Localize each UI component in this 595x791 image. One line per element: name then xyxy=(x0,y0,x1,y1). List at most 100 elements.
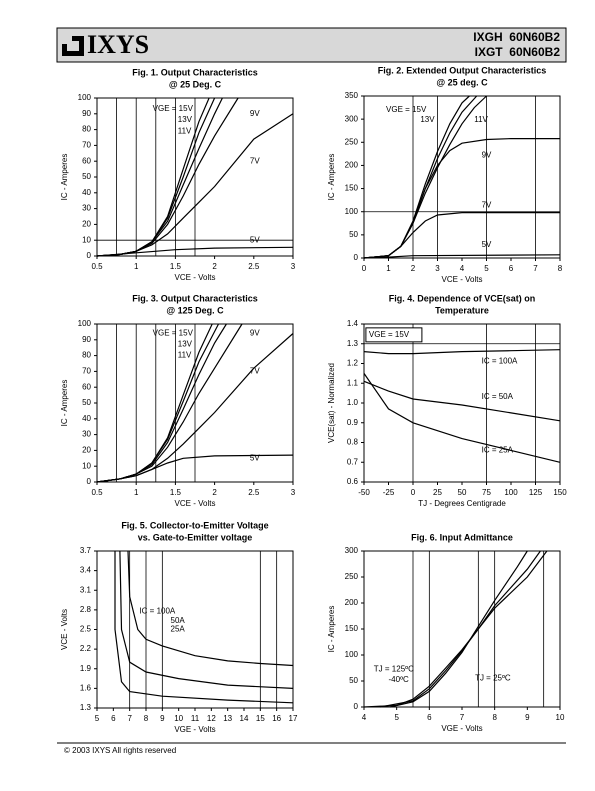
series-label: 13V xyxy=(420,115,435,124)
x-tick-label: 11 xyxy=(191,714,200,723)
x-tick-label: 1 xyxy=(134,488,139,497)
x-tick-label: 3 xyxy=(291,488,296,497)
chart-title: Temperature xyxy=(435,305,489,315)
x-tick-label: 1 xyxy=(134,262,139,271)
y-tick-label: 0.8 xyxy=(347,438,359,447)
x-tick-label: 6 xyxy=(509,264,514,273)
y-tick-label: 3.1 xyxy=(80,585,92,594)
x-tick-label: 2 xyxy=(212,262,217,271)
series-label: 11V xyxy=(474,115,488,124)
y-tick-label: 150 xyxy=(345,184,359,193)
y-tick-label: 100 xyxy=(345,650,359,659)
x-tick-label: 10 xyxy=(556,713,565,722)
y-tick-label: 0 xyxy=(87,251,92,260)
x-tick-label: 7 xyxy=(533,264,538,273)
y-tick-label: 1.3 xyxy=(347,339,359,348)
x-tick-label: -25 xyxy=(383,488,395,497)
chart-title: Fig. 2. Extended Output Characteristics xyxy=(378,65,547,75)
y-tick-label: 250 xyxy=(345,572,359,581)
x-tick-label: 2.5 xyxy=(248,262,260,271)
y-tick-label: 1.9 xyxy=(80,664,92,673)
y-tick-label: 1.3 xyxy=(80,703,92,712)
y-tick-label: 100 xyxy=(78,93,92,102)
y-tick-label: 150 xyxy=(345,624,359,633)
y-tick-label: 50 xyxy=(82,398,91,407)
y-tick-label: 250 xyxy=(345,137,359,146)
x-tick-label: 4 xyxy=(460,264,465,273)
series-label: 7V xyxy=(250,367,260,376)
series-label: VGE = 15V xyxy=(153,104,194,113)
x-axis-label: VCE - Volts xyxy=(175,499,216,508)
y-tick-label: 20 xyxy=(82,220,91,229)
series-label: 25A xyxy=(171,625,186,634)
x-tick-label: 75 xyxy=(482,488,491,497)
x-axis-label: VGE - Volts xyxy=(441,724,482,733)
x-tick-label: 17 xyxy=(289,714,298,723)
y-tick-label: 0 xyxy=(354,253,359,262)
x-tick-label: 7 xyxy=(127,714,132,723)
series-label: 5V xyxy=(482,240,492,249)
chart-title: @ 125 Deg. C xyxy=(166,305,224,315)
y-tick-label: 70 xyxy=(82,141,91,150)
chart-title: vs. Gate-to-Emitter voltage xyxy=(138,532,253,542)
y-tick-label: 200 xyxy=(345,161,359,170)
x-tick-label: 15 xyxy=(256,714,265,723)
y-tick-label: 50 xyxy=(349,676,358,685)
x-tick-label: 5 xyxy=(95,714,100,723)
chart-title: Fig. 6. Input Admittance xyxy=(411,532,513,542)
y-tick-label: 60 xyxy=(82,382,91,391)
header-box xyxy=(56,27,567,63)
series-label: 13V xyxy=(178,115,193,124)
x-tick-label: 50 xyxy=(458,488,467,497)
y-tick-label: 100 xyxy=(345,207,359,216)
series-label: IC = 50A xyxy=(482,392,514,401)
data-line xyxy=(380,550,541,708)
y-tick-label: 0.7 xyxy=(347,457,359,466)
x-tick-label: 2 xyxy=(411,264,416,273)
y-tick-label: 60 xyxy=(82,156,91,165)
x-tick-label: 9 xyxy=(160,714,165,723)
data-line xyxy=(96,454,294,483)
x-tick-label: 13 xyxy=(223,714,232,723)
data-line xyxy=(389,550,528,708)
y-tick-label: 300 xyxy=(345,546,359,555)
series-label: 11V xyxy=(178,351,192,360)
x-tick-label: 150 xyxy=(553,488,567,497)
x-tick-label: 1 xyxy=(386,264,391,273)
y-tick-label: 10 xyxy=(82,235,91,244)
y-tick-label: 20 xyxy=(82,446,91,455)
annotation-box xyxy=(365,327,423,343)
x-tick-label: 3 xyxy=(291,262,296,271)
x-tick-label: 9 xyxy=(525,713,530,722)
x-tick-label: 3 xyxy=(435,264,440,273)
y-tick-label: 70 xyxy=(82,367,91,376)
x-tick-label: 10 xyxy=(174,714,183,723)
y-axis-label: IC - Amperes xyxy=(60,154,69,201)
logo: IXYS xyxy=(87,30,149,59)
chart-title: Fig. 4. Dependence of VCE(sat) on xyxy=(389,293,536,303)
x-tick-label: 2 xyxy=(212,488,217,497)
y-tick-label: 2.2 xyxy=(80,644,92,653)
x-tick-label: 6 xyxy=(427,713,432,722)
x-axis-label: VCE - Volts xyxy=(442,275,483,284)
plot-area xyxy=(96,550,294,709)
chart-title: Fig. 1. Output Characteristics xyxy=(132,67,258,77)
y-tick-label: 1.1 xyxy=(347,378,359,387)
series-label: IC = 100A xyxy=(139,606,175,615)
y-axis-label: IC - Amperes xyxy=(327,606,336,653)
y-tick-label: 90 xyxy=(82,109,91,118)
y-tick-label: 50 xyxy=(349,230,358,239)
y-tick-label: 200 xyxy=(345,598,359,607)
x-tick-label: 5 xyxy=(394,713,399,722)
x-tick-label: 8 xyxy=(144,714,149,723)
chart-title: @ 25 deg. C xyxy=(436,77,488,87)
series-label: 9V xyxy=(482,150,492,159)
series-label: 9V xyxy=(250,329,260,338)
series-label: VGE = 15V xyxy=(386,105,427,114)
data-line xyxy=(127,550,294,667)
series-label: VGE = 15V xyxy=(153,329,194,338)
x-tick-label: 0 xyxy=(411,488,416,497)
series-label: TJ = 25ºC xyxy=(475,674,511,683)
y-tick-label: 300 xyxy=(345,114,359,123)
